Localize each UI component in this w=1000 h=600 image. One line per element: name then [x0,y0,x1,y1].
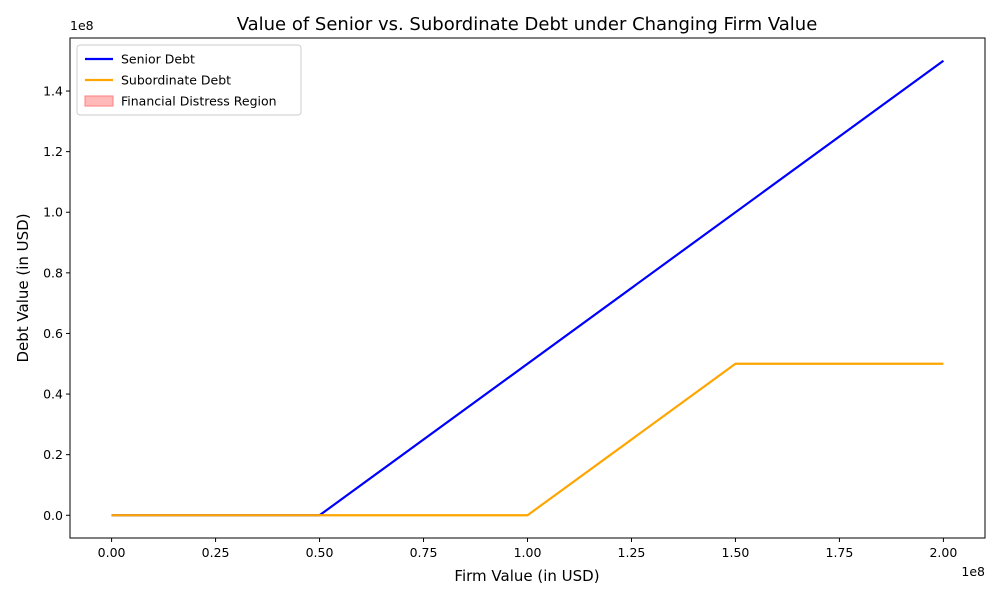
x-tick-label: 1.50 [722,545,750,560]
legend-label-financial-distress-region: Financial Distress Region [121,94,277,109]
legend-box [76,44,302,116]
x-tick-label: 0.75 [410,545,438,560]
plot-area [69,37,986,539]
x-tick-label: 0.50 [306,545,334,560]
x-axis-scale-label: 1e8 [961,564,985,579]
y-axis-scale-label: 1e8 [70,18,94,33]
chart-title: Value of Senior vs. Subordinate Debt und… [237,14,818,35]
y-tick-label: 0.0 [43,508,63,523]
series-line-subordinate-debt [111,362,944,517]
y-axis-title: Debt Value (in USD) [14,213,32,362]
x-axis-title: Firm Value (in USD) [454,567,599,585]
y-tick-label: 0.2 [43,447,63,462]
y-tick-label: 0.4 [43,387,63,402]
y-axis-ticks: 0.0 0.2 0.4 0.6 0.8 1.0 1.2 1.4 [43,84,70,523]
x-tick-label: 2.00 [929,545,957,560]
legend-swatch-financial-distress-region [84,95,114,107]
x-tick-label: 1.75 [826,545,854,560]
legend-label-subordinate-debt: Subordinate Debt [121,73,231,88]
plot-frame [69,37,986,539]
legend: Senior Debt Subordinate Debt Financial Dis… [76,44,302,116]
y-tick-label: 1.2 [43,144,63,159]
x-tick-label: 1.00 [514,545,542,560]
series-lines [111,59,945,517]
y-tick-label: 1.0 [43,205,63,220]
x-tick-label: 1.25 [618,545,646,560]
x-axis-ticks: 0.00 0.25 0.50 0.75 1.00 1.25 1.50 1.75 2.00 [98,538,957,560]
y-tick-label: 0.6 [43,326,63,341]
y-tick-label: 1.4 [43,84,63,99]
x-tick-label: 0.25 [202,545,230,560]
legend-label-senior-debt: Senior Debt [121,52,195,67]
x-tick-label: 0.00 [98,545,126,560]
y-tick-label: 0.8 [43,265,63,280]
